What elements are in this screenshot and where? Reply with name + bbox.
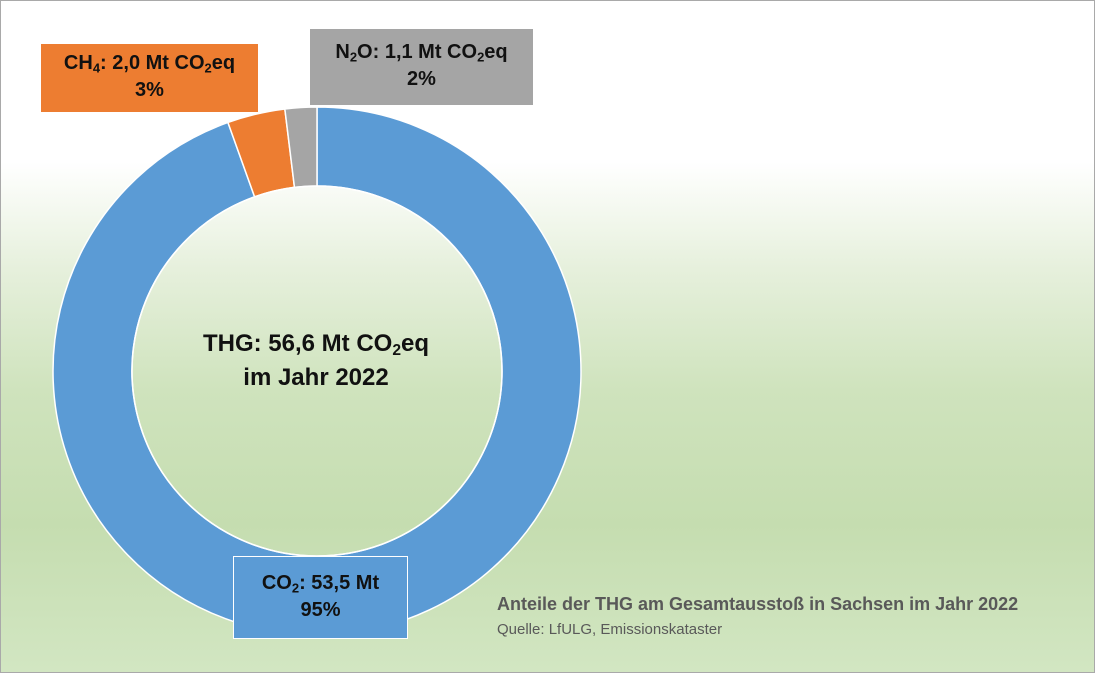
- chart-source: Quelle: LfULG, Emissionskataster: [497, 621, 723, 638]
- center-label-line2: im Jahr 2022: [243, 364, 389, 391]
- chart-title: Anteile der THG am Gesamtausstoß in Sach…: [497, 594, 1019, 614]
- data-label-n2o: N2O: 1,1 Mt CO2eq 2%: [310, 29, 533, 105]
- data-label-co2-value: CO2: 53,5 Mt: [261, 572, 380, 596]
- data-label-ch4: CH4: 2,0 Mt CO2eq 3%: [41, 44, 258, 112]
- data-label-n2o-percent: 2%: [407, 68, 436, 90]
- data-label-ch4-percent: 3%: [135, 79, 164, 101]
- center-label-line1: THG: 56,6 Mt CO2eq: [202, 330, 430, 359]
- data-label-co2-percent: 95%: [300, 599, 341, 621]
- data-label-ch4-value: CH4: 2,0 Mt CO2eq: [63, 52, 236, 76]
- data-label-co2: CO2: 53,5 Mt 95%: [233, 556, 408, 639]
- data-label-n2o-value: N2O: 1,1 Mt CO2eq: [335, 41, 508, 65]
- donut-center-label: THG: 56,6 Mt CO2eq im Jahr 2022: [176, 327, 456, 395]
